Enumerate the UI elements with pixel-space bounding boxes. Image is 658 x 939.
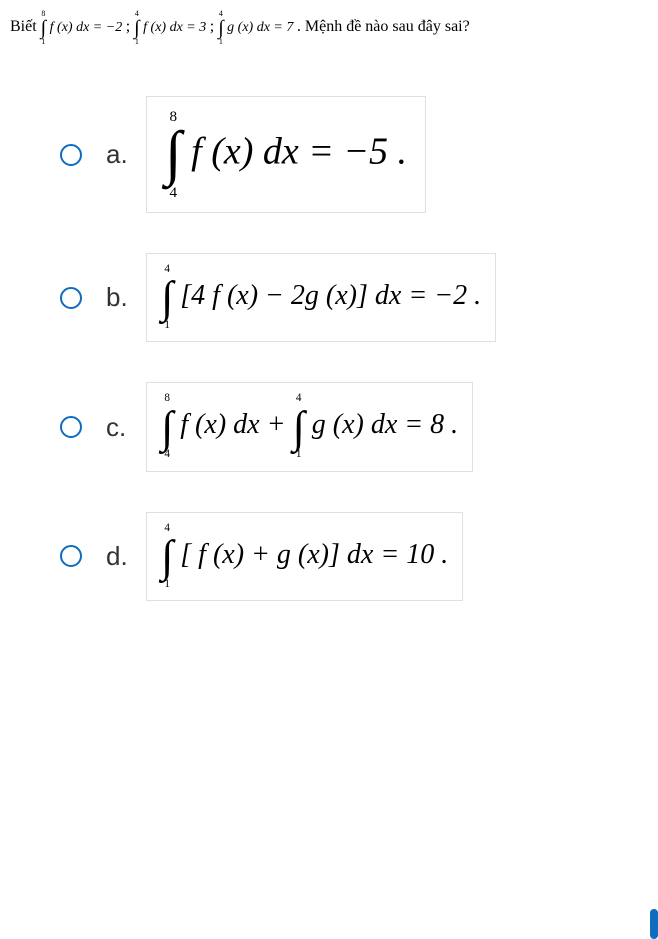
option-c-formula: 8 ∫ 4 f (x) dx + 4 ∫ 1 g (x) dx = 8 . [146, 382, 473, 471]
option-b-label: b. [106, 282, 146, 313]
option-a-label: a. [106, 139, 146, 170]
stem-int2: 4 ∫ 1 f (x) dx = 3 [134, 20, 210, 35]
option-c-label: c. [106, 412, 146, 443]
radio-a[interactable] [60, 144, 82, 166]
scrollbar-thumb[interactable] [650, 909, 658, 939]
option-d[interactable]: d. 4 ∫ 1 [ f (x) + g (x)] dx = 10 . [60, 512, 648, 601]
option-a[interactable]: a. 8 ∫ 4 f (x) dx = −5 . [60, 96, 648, 213]
option-c[interactable]: c. 8 ∫ 4 f (x) dx + 4 ∫ 1 g (x) dx = 8 . [60, 382, 648, 471]
option-d-label: d. [106, 541, 146, 572]
stem-int1: 8 ∫ 1 f (x) dx = −2 [41, 20, 126, 35]
option-d-formula: 4 ∫ 1 [ f (x) + g (x)] dx = 10 . [146, 512, 463, 601]
option-a-formula: 8 ∫ 4 f (x) dx = −5 . [146, 96, 426, 213]
option-b-formula: 4 ∫ 1 [4 f (x) − 2g (x)] dx = −2 . [146, 253, 496, 342]
stem-int3: 4 ∫ 1 g (x) dx = 7 [218, 20, 297, 35]
stem-suffix: . Mệnh đề nào sau đây sai? [297, 18, 470, 35]
radio-c[interactable] [60, 416, 82, 438]
stem-sep1: ; [126, 18, 134, 35]
radio-b[interactable] [60, 287, 82, 309]
radio-d[interactable] [60, 545, 82, 567]
options-list: a. 8 ∫ 4 f (x) dx = −5 . b. 4 ∫ 1 [4 f (… [0, 76, 658, 651]
question-stem: Biết 8 ∫ 1 f (x) dx = −2 ; 4 ∫ 1 f (x) d… [0, 0, 658, 76]
option-b[interactable]: b. 4 ∫ 1 [4 f (x) − 2g (x)] dx = −2 . [60, 253, 648, 342]
stem-prefix: Biết [10, 18, 41, 35]
stem-sep2: ; [210, 18, 218, 35]
